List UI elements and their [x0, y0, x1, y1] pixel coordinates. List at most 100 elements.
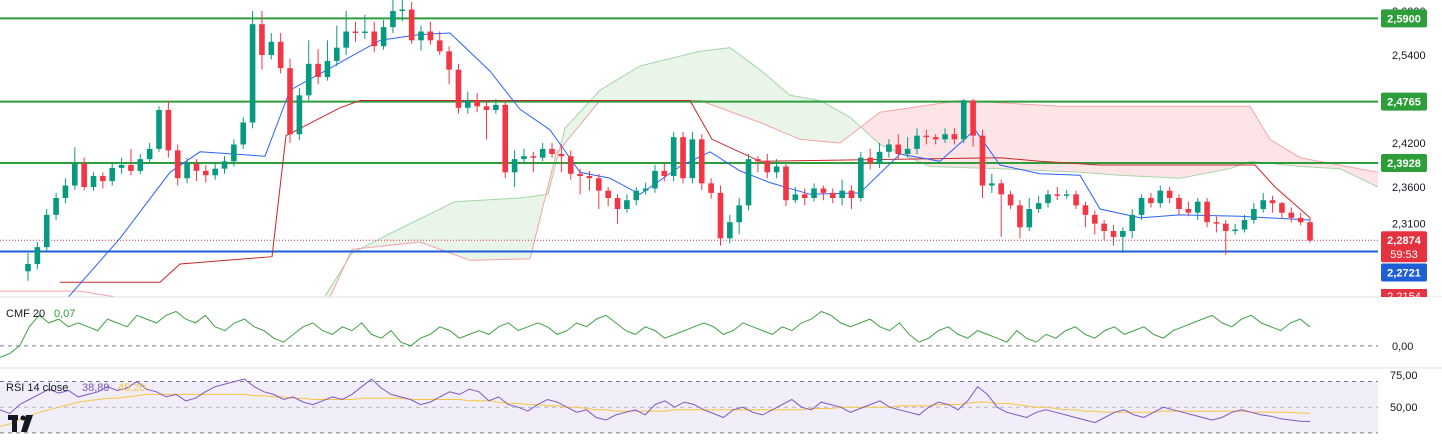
candle[interactable] — [287, 58, 293, 143]
candle[interactable] — [502, 100, 509, 179]
candle[interactable] — [1176, 194, 1182, 215]
candle[interactable] — [1166, 187, 1173, 204]
candle[interactable] — [483, 100, 490, 140]
candle[interactable] — [455, 63, 462, 114]
candle[interactable] — [914, 128, 920, 154]
candle[interactable] — [998, 179, 1005, 237]
candle[interactable] — [942, 128, 948, 143]
candle[interactable] — [567, 150, 574, 180]
candle[interactable] — [1297, 212, 1304, 226]
candle[interactable] — [81, 157, 87, 191]
candle[interactable] — [1063, 189, 1070, 199]
candle[interactable] — [1204, 198, 1210, 228]
candle[interactable] — [259, 11, 265, 70]
candle[interactable] — [1157, 185, 1164, 208]
rsi-legend[interactable]: RSI 14 close 38,89 45,20 — [6, 382, 146, 394]
candle[interactable] — [137, 154, 144, 174]
candle[interactable] — [614, 194, 621, 224]
candle[interactable] — [390, 0, 396, 33]
candle[interactable] — [661, 163, 668, 182]
candle[interactable] — [811, 183, 817, 202]
level-tag-2-4765[interactable]: 2,4765 — [1381, 92, 1427, 111]
candle[interactable] — [1110, 225, 1117, 246]
candle[interactable] — [231, 139, 237, 167]
candle[interactable] — [1251, 203, 1257, 224]
candle[interactable] — [90, 172, 97, 191]
price-axis[interactable]: 2,60002,54002,48002,42002,36002,31002,59… — [1381, 6, 1442, 303]
candle[interactable] — [521, 148, 527, 164]
candle[interactable] — [783, 163, 789, 207]
candle[interactable] — [1148, 192, 1154, 208]
candle[interactable] — [1241, 214, 1248, 233]
candle[interactable] — [886, 139, 892, 158]
candle[interactable] — [399, 0, 406, 22]
candle[interactable] — [1017, 200, 1023, 239]
candle[interactable] — [867, 148, 873, 170]
candle[interactable] — [577, 168, 583, 195]
candle[interactable] — [1307, 217, 1313, 243]
candle[interactable] — [858, 151, 864, 202]
candle[interactable] — [296, 88, 303, 141]
candle[interactable] — [465, 91, 471, 114]
candle[interactable] — [1222, 220, 1229, 255]
candle[interactable] — [146, 143, 153, 164]
candle[interactable] — [876, 143, 883, 168]
candle[interactable] — [221, 156, 228, 174]
candle[interactable] — [923, 129, 930, 145]
candle[interactable] — [25, 253, 31, 281]
candle[interactable] — [1007, 190, 1014, 209]
candle[interactable] — [895, 134, 902, 160]
candle[interactable] — [493, 99, 499, 114]
candle[interactable] — [34, 242, 41, 270]
candle[interactable] — [932, 134, 939, 145]
candle[interactable] — [371, 22, 378, 53]
candle[interactable] — [53, 192, 59, 220]
candle[interactable] — [539, 143, 546, 162]
candle[interactable] — [764, 154, 771, 179]
candle[interactable] — [829, 188, 836, 204]
candle[interactable] — [989, 173, 995, 193]
candle[interactable] — [689, 132, 696, 184]
candle[interactable] — [305, 40, 312, 101]
candle[interactable] — [773, 159, 780, 179]
candle[interactable] — [184, 157, 190, 184]
candle[interactable] — [43, 209, 50, 252]
candle[interactable] — [418, 25, 424, 51]
candle[interactable] — [1101, 220, 1107, 240]
candle[interactable] — [1279, 201, 1285, 218]
candle[interactable] — [343, 11, 349, 55]
candle[interactable] — [333, 25, 340, 66]
candle[interactable] — [839, 179, 845, 206]
candle[interactable] — [240, 117, 247, 149]
candle[interactable] — [745, 154, 752, 211]
candle[interactable] — [596, 173, 602, 209]
candle[interactable] — [511, 150, 518, 187]
candle[interactable] — [801, 188, 808, 206]
current-price-tag[interactable]: 2,2874 59:53 — [1381, 231, 1427, 263]
candle[interactable] — [1073, 190, 1079, 209]
candle[interactable] — [1026, 198, 1033, 231]
candle[interactable] — [380, 19, 387, 50]
candle[interactable] — [1213, 216, 1220, 233]
candle[interactable] — [62, 178, 69, 204]
tradingview-logo[interactable] — [8, 415, 33, 432]
candle[interactable] — [960, 99, 967, 143]
candle[interactable] — [193, 159, 200, 182]
candle[interactable] — [1260, 192, 1267, 213]
candle[interactable] — [118, 157, 125, 174]
candle[interactable] — [755, 156, 761, 173]
candle[interactable] — [1232, 223, 1238, 235]
candle[interactable] — [249, 11, 256, 129]
candle[interactable] — [530, 151, 537, 173]
cmf-legend[interactable]: CMF 20 0,07 — [6, 308, 75, 320]
candle[interactable] — [624, 194, 630, 213]
candle[interactable] — [727, 214, 733, 244]
candle[interactable] — [277, 33, 284, 74]
candle[interactable] — [71, 147, 78, 190]
candle[interactable] — [436, 31, 443, 55]
level-tag-2-3928[interactable]: 2,3928 — [1381, 153, 1427, 172]
candle[interactable] — [1129, 209, 1136, 239]
candle[interactable] — [717, 185, 724, 246]
candle[interactable] — [1269, 195, 1276, 213]
candle[interactable] — [736, 198, 742, 234]
